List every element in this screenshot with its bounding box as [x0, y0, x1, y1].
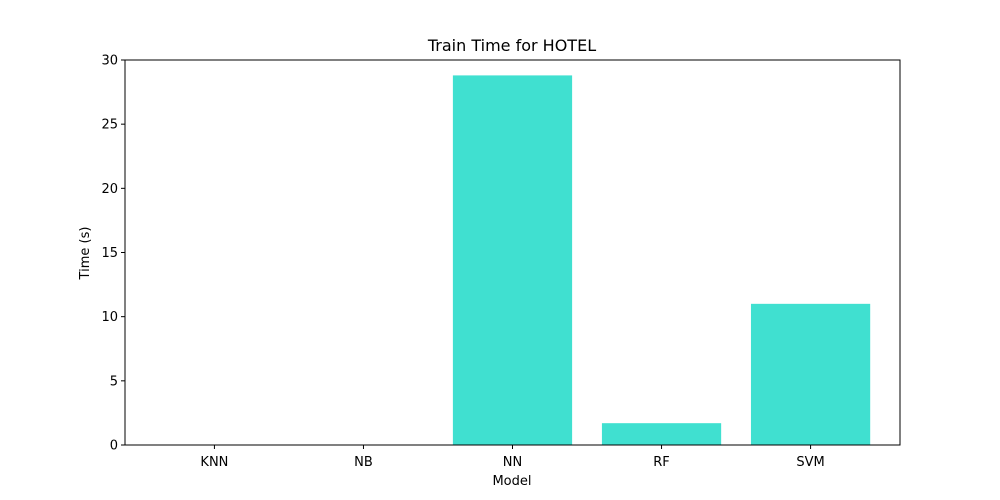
bar-rf [601, 423, 722, 445]
x-axis-label: Model [492, 474, 531, 489]
y-tick-label: 20 [101, 182, 118, 197]
x-tick-label-nn: NN [503, 455, 522, 470]
y-tick-label: 25 [101, 118, 118, 133]
y-tick-label: 15 [101, 246, 118, 261]
bar-svm [750, 303, 871, 445]
x-axis-ticks: KNN NB NN RF SVM [200, 445, 825, 470]
chart-title: Train Time for HOTEL [427, 36, 596, 55]
bar-nn [452, 75, 573, 446]
y-tick-label: 30 [101, 54, 118, 69]
y-axis-ticks: 0 5 10 15 20 25 30 [101, 54, 125, 454]
x-tick-label-svm: SVM [796, 455, 824, 470]
y-tick-label: 10 [101, 310, 118, 325]
x-tick-label-nb: NB [354, 455, 373, 470]
y-tick-label: 5 [110, 374, 118, 389]
y-tick-label: 0 [110, 439, 118, 454]
y-axis-label: Time (s) [78, 227, 93, 281]
x-tick-label-rf: RF [653, 455, 670, 470]
x-tick-label-knn: KNN [200, 455, 228, 470]
bars-group [154, 75, 871, 446]
